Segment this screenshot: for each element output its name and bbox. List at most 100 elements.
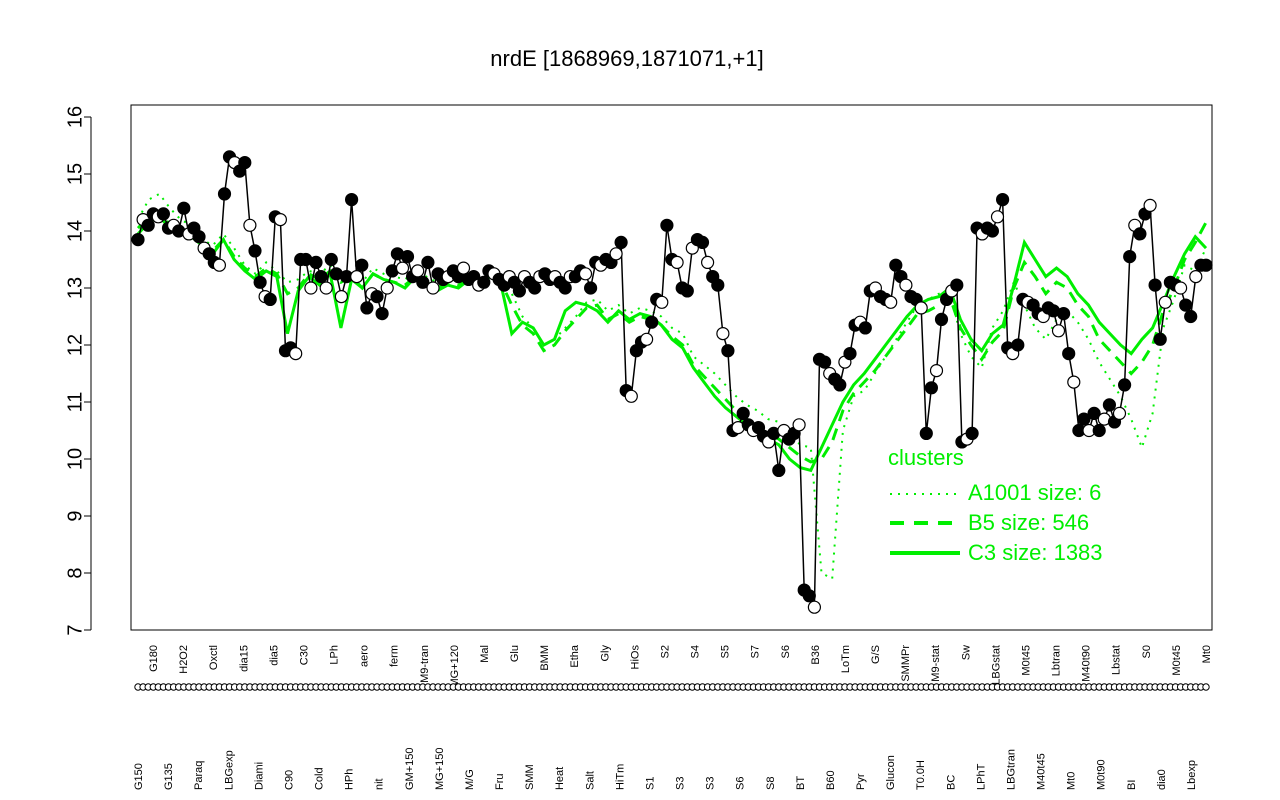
data-point bbox=[965, 426, 979, 440]
data-point bbox=[1056, 307, 1071, 321]
data-point bbox=[884, 295, 898, 309]
data-point bbox=[833, 378, 847, 392]
x-tick-label: ferm bbox=[389, 645, 401, 667]
data-point bbox=[680, 284, 694, 298]
x-tick-label: BT bbox=[795, 776, 807, 790]
data-point bbox=[772, 463, 786, 477]
data-point bbox=[421, 255, 435, 269]
x-tick-label: Mal bbox=[479, 645, 491, 663]
data-point bbox=[1148, 278, 1162, 292]
x-tick-label: M9-stat bbox=[930, 645, 942, 682]
x-tick-label: S0 bbox=[1141, 645, 1153, 658]
data-point bbox=[1011, 338, 1025, 352]
data-point bbox=[426, 281, 440, 295]
x-tick-label: Glu bbox=[509, 645, 521, 662]
data-point bbox=[1087, 406, 1101, 420]
x-tick-label: M/G bbox=[464, 769, 476, 790]
data-point bbox=[309, 255, 323, 269]
y-axis: 7 8 9 10 11 12 13 14 15 16 bbox=[64, 106, 91, 636]
x-tick-label: LPhT bbox=[975, 763, 987, 790]
x-tick-label: Cold bbox=[314, 767, 326, 790]
data-point bbox=[334, 290, 348, 304]
data-point bbox=[1199, 258, 1213, 272]
legend-label-b5: B5 size: 546 bbox=[968, 510, 1089, 535]
y-tick-label: 16 bbox=[64, 106, 86, 128]
data-point bbox=[416, 275, 430, 289]
data-point bbox=[324, 252, 338, 267]
data-point bbox=[639, 332, 654, 346]
x-tick-label: MG+120 bbox=[449, 645, 461, 688]
data-point bbox=[817, 355, 832, 369]
data-point bbox=[1051, 324, 1066, 338]
data-point bbox=[614, 235, 628, 249]
x-tick-label: GM+150 bbox=[404, 748, 416, 791]
y-tick-label: 7 bbox=[64, 624, 86, 635]
x-tick-label: HiTm bbox=[614, 764, 626, 790]
data-point bbox=[858, 321, 872, 335]
x-tick-label: HPh bbox=[344, 769, 356, 790]
x-tick-label: B60 bbox=[825, 770, 837, 790]
x-tick-label: B36 bbox=[810, 645, 822, 665]
data-point bbox=[624, 389, 638, 403]
data-point bbox=[263, 292, 277, 306]
y-tick-label: 10 bbox=[64, 448, 86, 470]
data-point bbox=[792, 418, 806, 432]
x-tick-label: Mt0 bbox=[1201, 645, 1213, 663]
data-point bbox=[400, 250, 415, 264]
x-tick-label: Fru bbox=[494, 774, 506, 791]
x-tick-label: SMMPr bbox=[900, 645, 912, 682]
x-tick-label: Pyr bbox=[855, 773, 867, 790]
x-tick-label: G180 bbox=[148, 645, 160, 672]
x-tick-label: S8 bbox=[765, 777, 777, 790]
x-tick-label: M40t45 bbox=[1036, 753, 1048, 790]
data-point bbox=[350, 270, 364, 284]
x-tick-label: S5 bbox=[720, 645, 732, 658]
x-tick-label: LBGtran bbox=[1005, 749, 1017, 790]
data-point bbox=[660, 218, 674, 232]
data-point bbox=[273, 213, 287, 227]
data-point bbox=[990, 210, 1005, 224]
data-point bbox=[380, 281, 394, 295]
x-tick-label: Lbstat bbox=[1111, 645, 1123, 675]
legend: clusters A1001 size: 6 B5 size: 546 C3 s… bbox=[888, 445, 1103, 565]
x-tick-label: LoTm bbox=[840, 645, 852, 673]
x-tick-label: S6 bbox=[780, 645, 792, 658]
x-tick-label: Glucon bbox=[885, 755, 897, 790]
data-point bbox=[248, 244, 262, 258]
data-point bbox=[889, 258, 903, 272]
cluster-line bbox=[136, 214, 1208, 473]
x-tick-label: dia5 bbox=[268, 645, 280, 666]
chart-title: nrdE [1868969,1871071,+1] bbox=[490, 46, 763, 71]
data-point bbox=[304, 281, 318, 295]
legend-label-c3: C3 size: 1383 bbox=[968, 540, 1103, 565]
data-point bbox=[1158, 295, 1172, 309]
y-tick-label: 13 bbox=[64, 277, 86, 299]
data-point bbox=[456, 261, 471, 275]
x-tick-label: Oxctl bbox=[208, 645, 220, 670]
data-point bbox=[1092, 423, 1106, 438]
x-tick-label: C30 bbox=[298, 645, 310, 665]
x-tick-label: SMM bbox=[524, 764, 536, 790]
data-point bbox=[558, 281, 572, 295]
x-tick-label: S4 bbox=[690, 645, 702, 658]
data-point bbox=[345, 193, 359, 207]
x-tick-label: M40t90 bbox=[1081, 645, 1093, 682]
x-tick-label: G150 bbox=[133, 763, 145, 790]
x-tick-label: M9-tran bbox=[419, 645, 431, 683]
x-tick-label: LBGexp bbox=[223, 750, 235, 790]
x-tick-label: Lbexp bbox=[1186, 760, 1198, 790]
x-tick-label: Paraq bbox=[193, 761, 205, 790]
y-tick-label: 8 bbox=[64, 567, 86, 578]
y-tick-label: 11 bbox=[64, 392, 86, 413]
x-tick-label: dia15 bbox=[238, 645, 250, 672]
data-point bbox=[411, 264, 425, 278]
data-point bbox=[711, 278, 725, 292]
data-point bbox=[645, 315, 659, 329]
x-tick-label: M0t45 bbox=[1020, 645, 1032, 676]
plot-frame bbox=[130, 104, 1213, 631]
data-point bbox=[1179, 298, 1193, 312]
x-tick-label: G135 bbox=[163, 763, 175, 790]
data-point bbox=[177, 201, 191, 215]
data-point bbox=[1062, 347, 1076, 361]
